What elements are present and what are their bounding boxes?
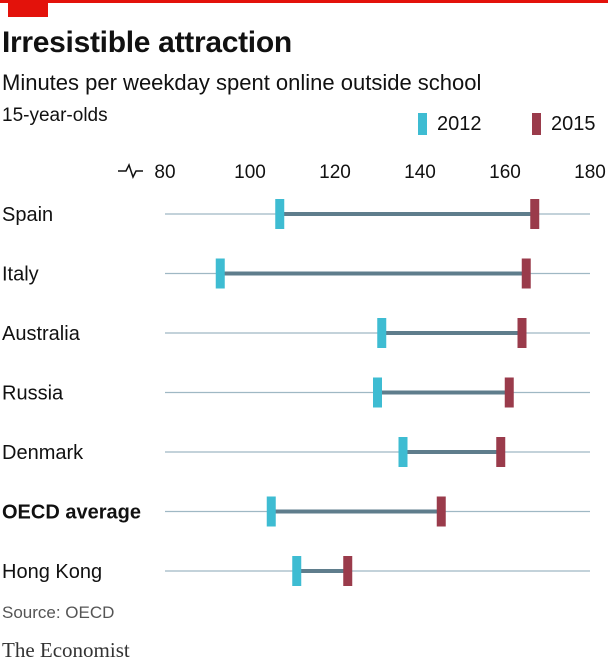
marker-2012-oecd-average [266,496,276,527]
x-tick-label-160: 160 [489,162,521,183]
marker-2012-italy [215,258,225,289]
category-label-russia: Russia [2,383,64,405]
category-label-denmark: Denmark [2,442,84,464]
red-tag [8,0,48,17]
economist-logo: The Economist [2,638,130,662]
legend-label-2015: 2015 [551,112,596,135]
category-label-italy: Italy [2,264,39,286]
category-label-spain: Spain [2,204,53,226]
marker-2015-denmark [496,437,506,467]
top-red-rule [0,0,608,3]
marker-2015-russia [504,377,514,408]
x-tick-label-100: 100 [234,162,266,183]
marker-2012-hong-kong [292,556,302,586]
chart-title: Irresistible attraction [2,26,292,59]
legend-item-2015: 2015 [532,112,596,136]
marker-2012-spain [275,199,285,229]
category-label-australia: Australia [2,323,81,345]
legend-label-2012: 2012 [437,112,482,135]
axis-break-mark [118,163,143,179]
marker-2015-oecd-average [436,496,446,527]
marker-2015-spain [530,199,540,229]
marker-2015-australia [517,318,527,348]
dumbbell-chart: 80 100 120 140 160 180 Spain Italy Australia Russ… [2,162,606,586]
chart-subtitle: Minutes per weekday spent online outside… [2,70,482,95]
marker-2015-hong-kong [343,556,353,586]
chart-note: 15-year-olds [2,105,108,126]
marker-2012-denmark [398,437,408,467]
marker-2012-australia [377,318,387,348]
category-label-hong-kong: Hong Kong [2,561,102,583]
source-note: Source: OECD [2,603,115,622]
marker-2012-russia [373,377,382,408]
legend-swatch-2012 [418,113,427,135]
x-tick-label-80: 80 [154,162,175,183]
legend-swatch-2015 [532,113,541,135]
legend-item-2012: 2012 [418,112,482,136]
x-tick-label-120: 120 [319,162,351,183]
category-label-oecd-average: OECD average [2,502,141,524]
marker-2015-italy [521,258,531,289]
x-tick-label-180: 180 [574,162,606,183]
x-tick-label-140: 140 [404,162,436,183]
